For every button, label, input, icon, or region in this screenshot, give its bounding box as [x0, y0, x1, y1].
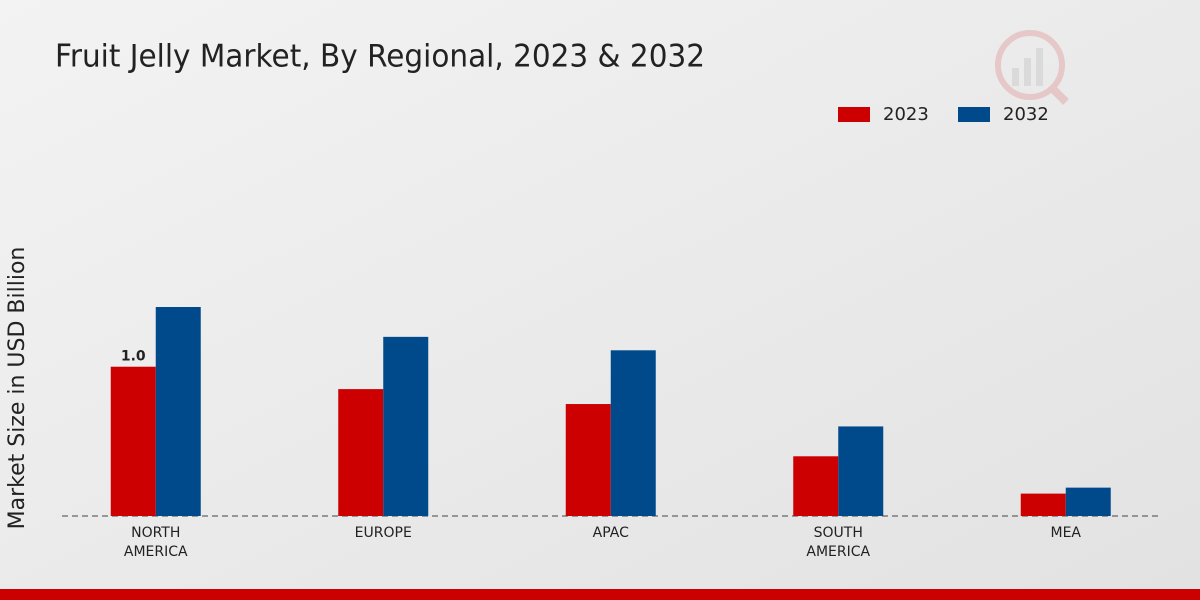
- bar: [338, 389, 384, 516]
- bar: [110, 366, 156, 516]
- bar: [838, 426, 884, 516]
- x-tick-label: MEA: [1050, 525, 1081, 541]
- y-axis-label: Market Size in USD Billion: [5, 247, 30, 530]
- bar: [1020, 493, 1066, 516]
- x-tick-label: SOUTH AMERICA: [806, 525, 870, 560]
- footer-strip: [0, 589, 1200, 600]
- chart-title: Fruit Jelly Market, By Regional, 2023 & …: [55, 39, 705, 75]
- legend-swatch: [958, 107, 990, 122]
- x-tick-label: EUROPE: [355, 525, 412, 541]
- logo: [995, 30, 1069, 105]
- bar: [610, 350, 656, 516]
- bar: [565, 404, 611, 516]
- legend-swatch: [838, 107, 870, 122]
- bar: [383, 336, 429, 516]
- bar: [793, 456, 839, 516]
- bar: [1065, 487, 1111, 516]
- legend-label: 2023: [883, 104, 929, 125]
- bar: [155, 307, 201, 516]
- x-tick-label: APAC: [593, 525, 629, 541]
- x-tick-label: NORTH AMERICA: [124, 525, 188, 560]
- data-label: 1.0: [121, 349, 146, 365]
- legend-label: 2032: [1003, 104, 1049, 125]
